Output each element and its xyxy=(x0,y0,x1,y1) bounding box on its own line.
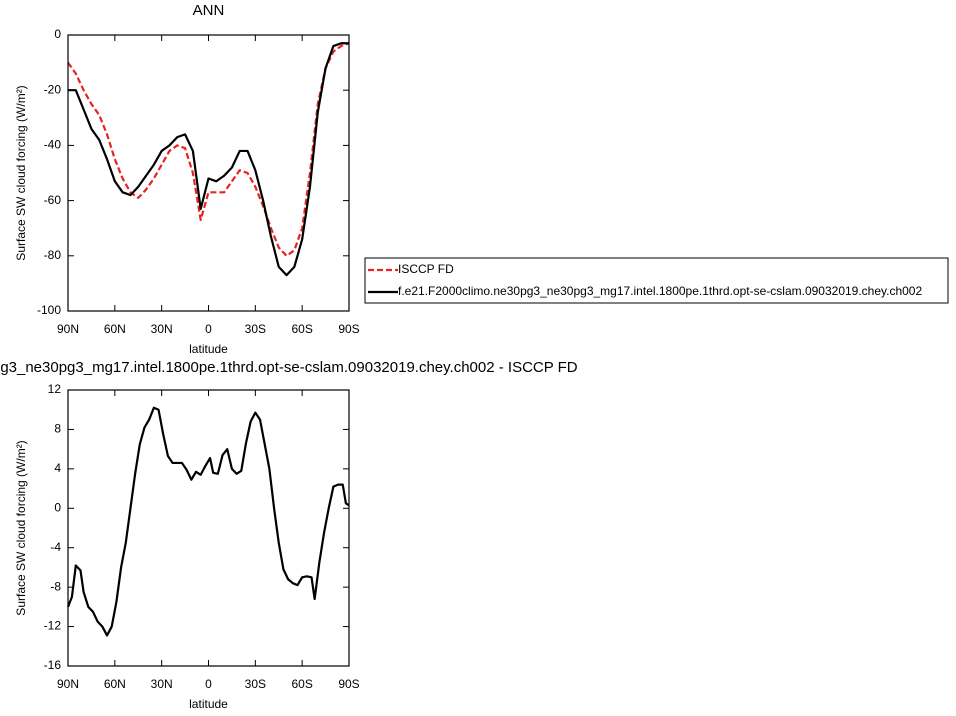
x-tick-label: 0 xyxy=(205,677,212,691)
x-tick-label: 30S xyxy=(245,322,266,336)
data-line xyxy=(68,42,349,277)
x-tick-label: 90S xyxy=(338,677,359,691)
legend-label: ISCCP FD xyxy=(398,262,454,276)
x-tick-label: 30N xyxy=(151,677,173,691)
legend-label: f.e21.F2000climo.ne30pg3_ne30pg3_mg17.in… xyxy=(398,284,922,298)
y-tick-label: -20 xyxy=(44,82,62,96)
y-tick-label: 8 xyxy=(54,422,61,436)
y-tick-label: -16 xyxy=(44,658,62,672)
y-axis-label: Surface SW cloud forcing (W/m²) xyxy=(14,440,28,615)
x-axis-label: latitude xyxy=(189,342,228,356)
x-tick-label: 90N xyxy=(57,322,79,336)
x-tick-label: 30N xyxy=(151,322,173,336)
x-tick-label: 90N xyxy=(57,677,79,691)
chart-title: f.e21.F2000climo.ne30pg3_ne30pg3_mg17.in… xyxy=(0,359,578,376)
data-line xyxy=(66,406,350,637)
x-tick-label: 60N xyxy=(104,677,126,691)
y-tick-label: -100 xyxy=(37,303,61,317)
y-axis-label: Surface SW cloud forcing (W/m²) xyxy=(14,85,28,260)
x-tick-label: 30S xyxy=(245,677,266,691)
y-tick-label: -80 xyxy=(44,248,62,262)
data-line xyxy=(67,42,350,257)
y-tick-label: 4 xyxy=(54,461,61,475)
y-tick-label: 0 xyxy=(54,500,61,514)
y-tick-label: -4 xyxy=(50,540,61,554)
x-axis-label: latitude xyxy=(189,697,228,711)
plot-frame xyxy=(67,34,350,312)
y-tick-label: 12 xyxy=(48,382,62,396)
y-tick-label: -40 xyxy=(44,138,62,152)
y-tick-label: 0 xyxy=(54,27,61,41)
x-tick-label: 60S xyxy=(291,322,312,336)
x-tick-label: 60S xyxy=(291,677,312,691)
y-tick-label: -60 xyxy=(44,193,62,207)
chart-title: ANN xyxy=(193,2,225,19)
y-tick-label: -8 xyxy=(50,579,61,593)
x-tick-label: 0 xyxy=(205,322,212,336)
y-tick-label: -12 xyxy=(44,619,62,633)
x-tick-label: 60N xyxy=(104,322,126,336)
legend-box xyxy=(364,257,949,304)
x-tick-label: 90S xyxy=(338,322,359,336)
plot-frame xyxy=(67,389,350,667)
